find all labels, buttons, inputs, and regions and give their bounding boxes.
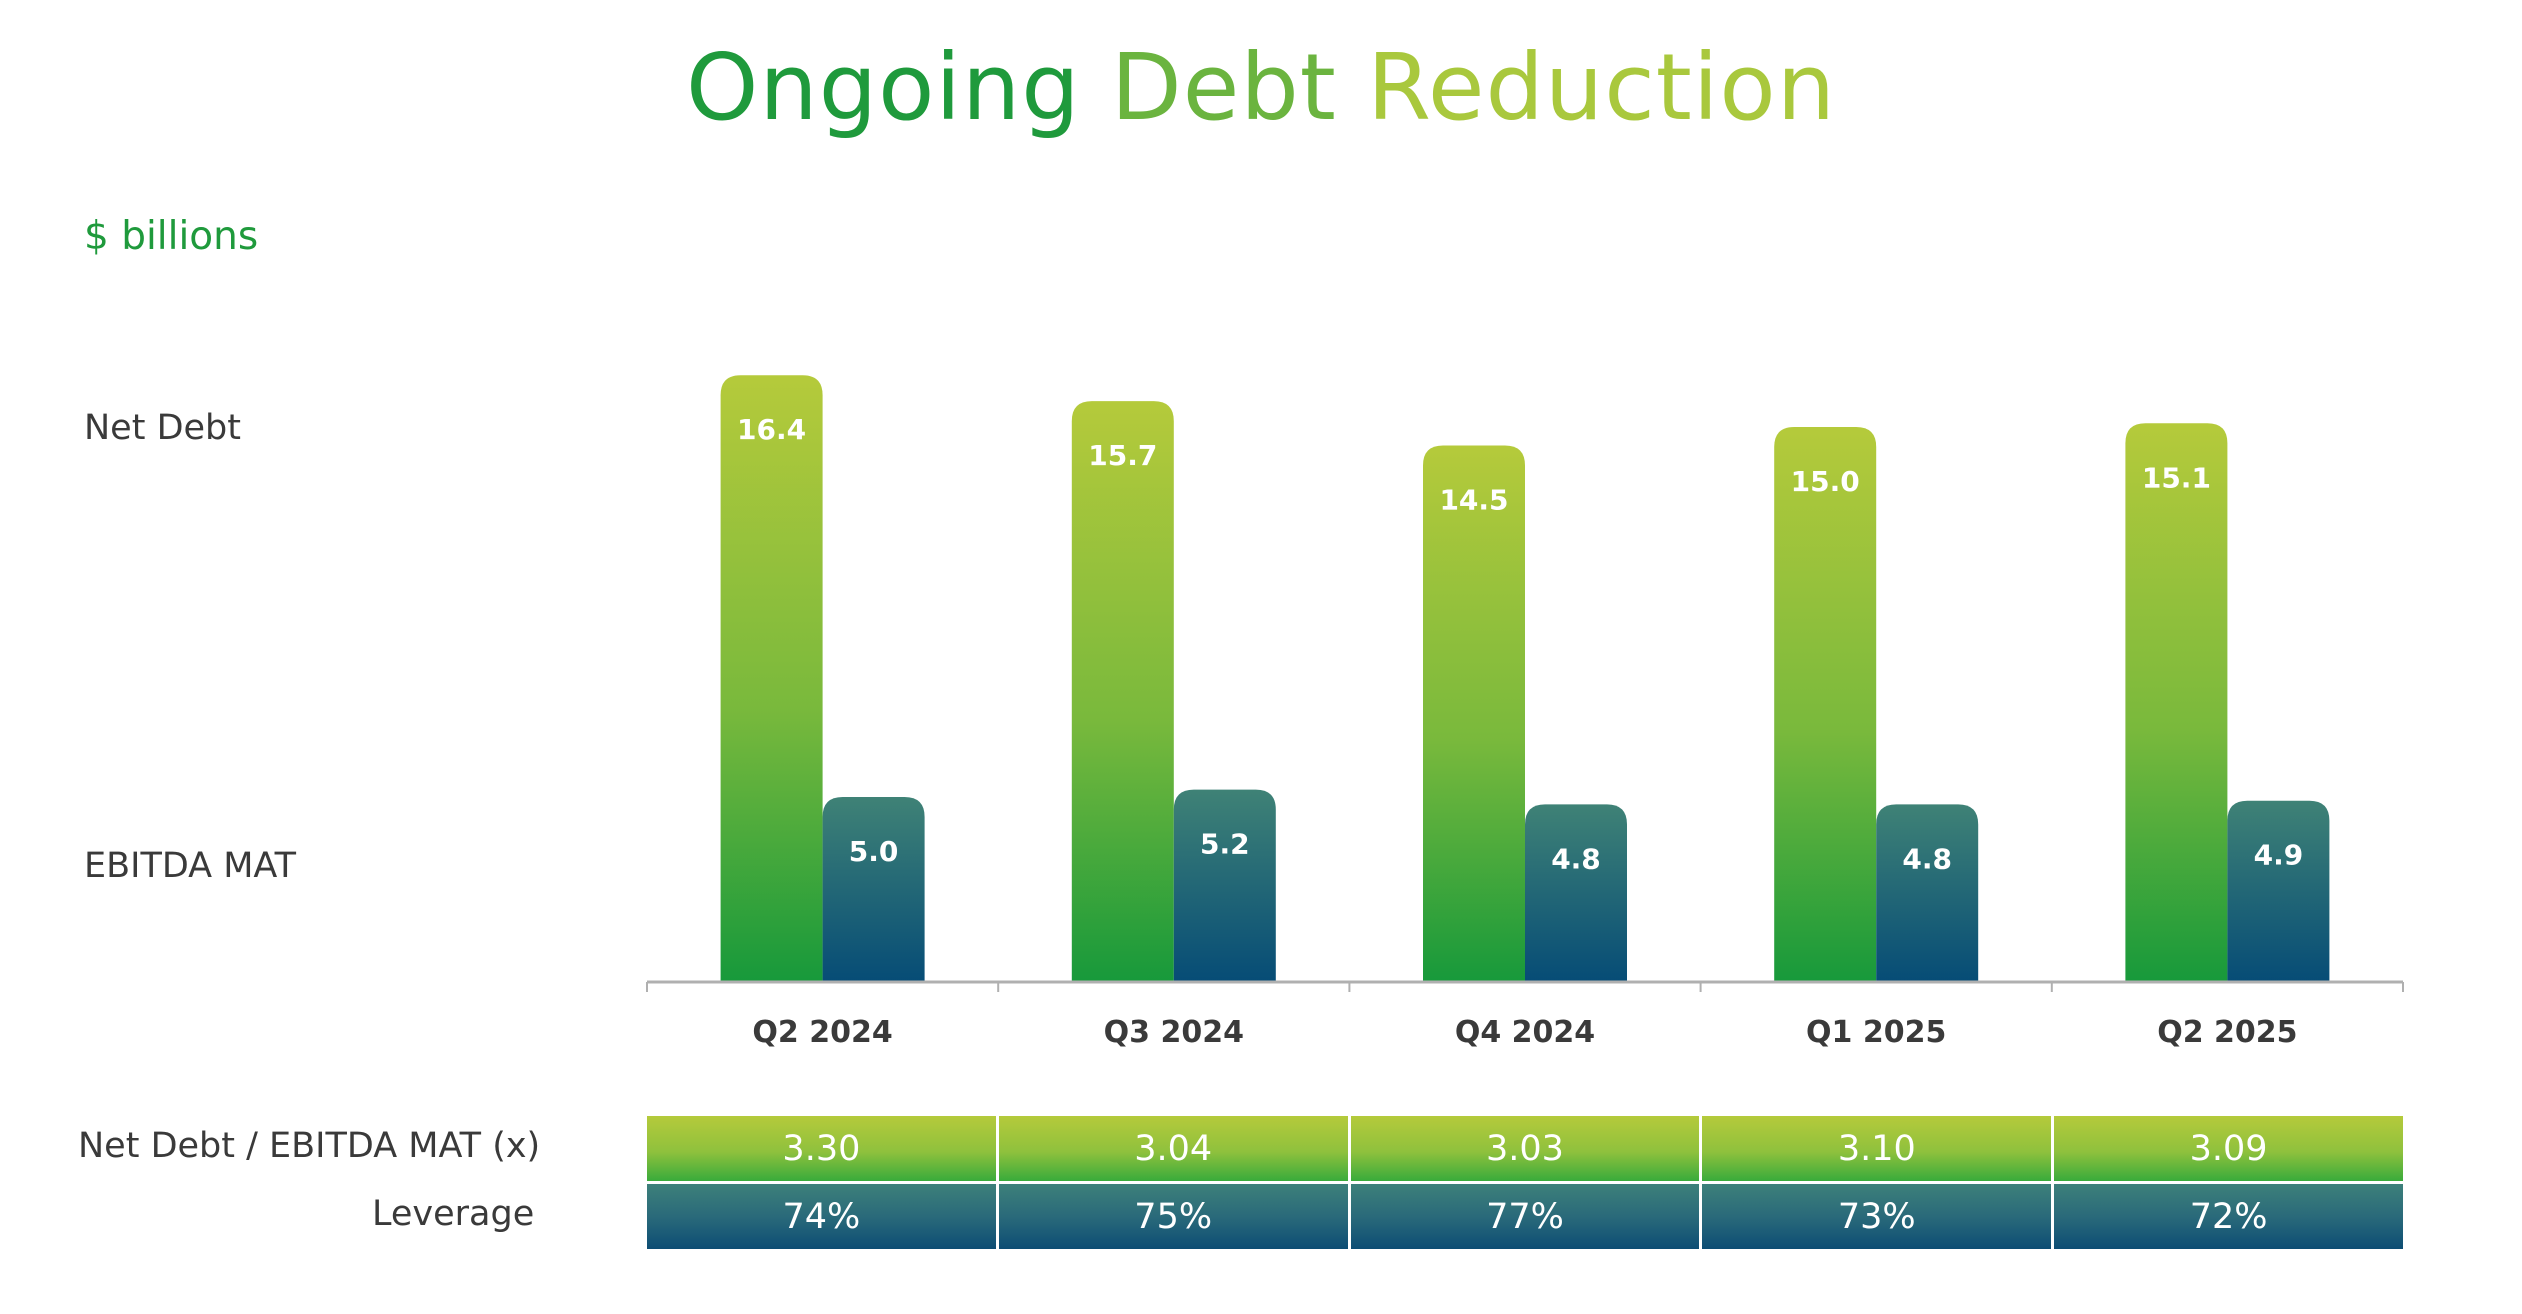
ebitda-bar [1876,804,1979,982]
ebitda-bar [1173,789,1276,982]
ebitda-value-label: 4.8 [1551,842,1601,875]
net-debt-bar [1423,445,1525,982]
leverage-cell: 77% [1350,1184,1700,1249]
net-debt-value-label: 15.7 [1088,439,1157,472]
ebitda-value-label: 4.8 [1902,842,1952,875]
net-debt-bar [720,375,823,982]
x-tick-label: Q1 2025 [1806,1015,1946,1050]
net-debt-bar [2125,423,2228,982]
ratio-cell: 3.09 [2054,1116,2403,1181]
net-debt-row-label: Net Debt [84,408,241,448]
net-debt-value-label: 14.5 [1439,484,1508,517]
metrics-table: 3.30 3.04 3.03 3.10 3.09 74% 75% 77% 73%… [647,1116,2403,1252]
ratio-cell: 3.04 [998,1116,1348,1181]
ratio-cell: 3.30 [647,1116,996,1181]
net-debt-value-label: 15.1 [2142,461,2211,494]
page-title: Ongoing Debt Reduction [0,28,2522,148]
ebitda-value-label: 5.2 [1200,828,1250,861]
net-debt-bar [1071,401,1174,983]
x-tick-label: Q2 2024 [752,1015,892,1050]
title-word-3: Reduction [1367,34,1837,141]
x-axis [646,980,2404,992]
x-tick-label: Q4 2024 [1455,1015,1595,1050]
ebitda-bar [822,797,925,982]
bar-chart: 16.4 5.0 Q2 2024 15.7 5.2 Q3 2024 14.5 4.8 Q4 20… [646,375,2404,1050]
bars-group [720,375,2330,983]
ratio-row: 3.30 3.04 3.03 3.10 3.09 [647,1116,2403,1181]
ebitda-value-label: 5.0 [849,835,899,868]
title-word-1: Ongoing [685,34,1081,141]
ratio-cell: 3.03 [1350,1116,1700,1181]
leverage-cell: 72% [2054,1184,2403,1249]
x-tick-label: Q3 2024 [1104,1015,1244,1050]
unit-label: $ billions [84,214,259,259]
title-word-2: Debt [1110,34,1337,141]
net-debt-value-label: 16.4 [737,413,806,446]
leverage-cell: 73% [1702,1184,2052,1249]
leverage-row: 74% 75% 77% 73% 72% [647,1184,2403,1249]
labels-group: 16.4 5.0 Q2 2024 15.7 5.2 Q3 2024 14.5 4.8 Q4 20… [737,413,2303,1050]
leverage-cell: 74% [647,1184,996,1249]
ebitda-value-label: 4.9 [2254,839,2304,872]
ebitda-bar [2227,800,2330,982]
net-debt-bar [1774,427,1877,982]
net-debt-value-label: 15.0 [1791,465,1860,498]
ebitda-bar [1525,804,1627,982]
leverage-cell: 75% [998,1184,1348,1249]
leverage-row-label: Leverage [372,1194,535,1234]
x-tick-label: Q2 2025 [2157,1015,2297,1050]
ratio-cell: 3.10 [1702,1116,2052,1181]
ebitda-row-label: EBITDA MAT [84,846,297,886]
ratio-row-label: Net Debt / EBITDA MAT (x) [78,1126,541,1166]
